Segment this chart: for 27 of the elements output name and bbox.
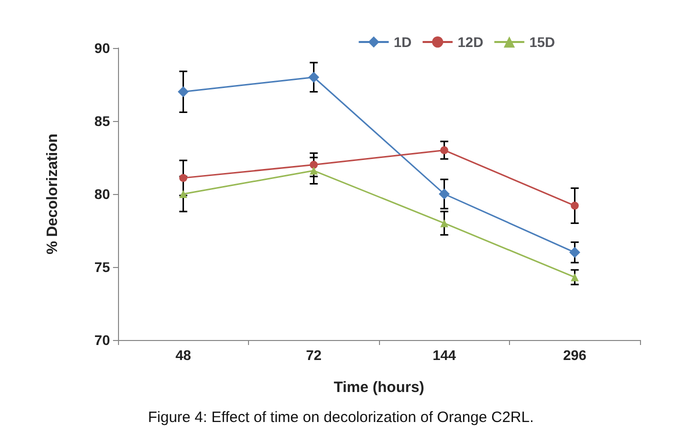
point [310,160,318,169]
point [310,166,318,175]
point [179,190,188,198]
x-tick-label: 144 [432,347,456,363]
x-axis-title: Time (hours) [334,379,424,396]
point [440,146,448,154]
y-axis-title: % Decolorization [44,134,61,254]
y-tick-label: 70 [94,332,110,348]
point [308,72,320,83]
point [179,174,188,182]
legend-label: 12D [458,34,484,50]
point [178,86,189,98]
x-tick-label: 72 [306,347,322,363]
y-tick-label: 90 [94,40,110,56]
point [440,219,448,228]
y-tick-label: 85 [94,113,110,129]
point [569,246,580,258]
legend-label: 15D [529,34,556,50]
x-tick-label: 296 [563,347,587,363]
caption: Figure 4: Effect of time on decolorization of Orange C2RL. [148,409,534,426]
y-tick-label: 80 [94,186,110,202]
x-tick-label: 48 [175,347,192,363]
point [438,188,450,200]
point [570,202,579,210]
y-tick-label: 75 [94,259,110,275]
point [570,273,579,282]
legend-label: 1D [394,34,412,50]
